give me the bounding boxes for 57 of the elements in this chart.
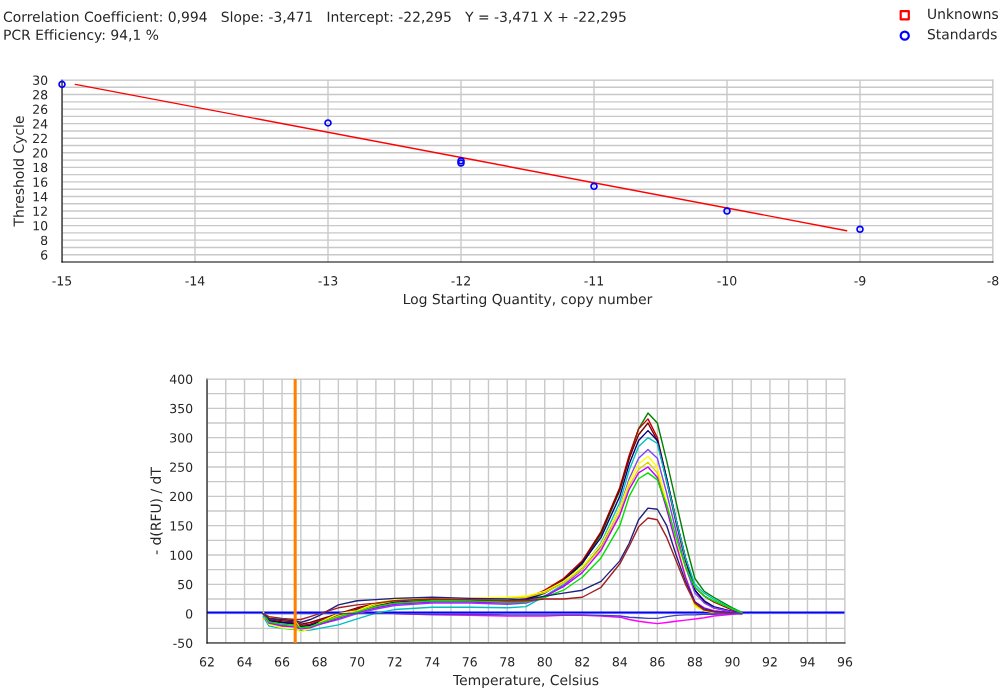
x-axis-title: Temperature, Celsius: [452, 674, 599, 688]
x-tick-label: 72: [387, 657, 402, 667]
x-tick-label: 66: [274, 657, 290, 667]
x-tick-label: 70: [350, 657, 365, 667]
y-tick-label: 50: [178, 579, 193, 590]
y-tick-label: 10: [33, 221, 48, 231]
x-tick-label: 82: [575, 657, 589, 667]
x-tick-label: -11: [584, 276, 604, 286]
chart-title: Correlation Coefficient: 0,994 Slope: -3,471 Intercept: -22,295 Y = -3,471 X + -22,295: [3, 11, 626, 25]
y-tick-label: 14: [33, 192, 48, 202]
y-tick-label: -50: [173, 638, 193, 648]
x-tick-label: 84: [612, 657, 628, 667]
y-tick-label: 22: [33, 133, 47, 143]
y-tick-label: 20: [33, 148, 48, 158]
y-tick-label: 12: [33, 206, 47, 216]
y-tick-label: 18: [33, 162, 48, 173]
y-tick-label: 250: [170, 462, 193, 472]
x-tick-label: 92: [762, 657, 777, 667]
x-tick-label: 78: [500, 657, 515, 667]
y-tick-label: 300: [170, 433, 193, 443]
y-tick-label: 16: [33, 177, 48, 187]
y-tick-label: 8: [41, 235, 48, 246]
x-tick-label: 76: [462, 657, 477, 667]
x-tick-label: -13: [318, 276, 338, 286]
legend-label: Standards: [927, 28, 997, 40]
x-tick-label: 96: [837, 657, 853, 667]
x-tick-label: 80: [537, 657, 552, 667]
x-tick-label: 68: [312, 657, 327, 667]
y-tick-label: 6: [41, 250, 48, 260]
y-axis-title: - d(RFU) / dT: [150, 467, 163, 555]
x-tick-label: -14: [185, 276, 205, 286]
y-axis-title: Threshold Cycle: [13, 116, 27, 227]
x-tick-label: 94: [800, 657, 815, 667]
x-tick-label: 90: [725, 657, 740, 667]
y-tick-label: 100: [170, 550, 193, 560]
x-tick-label: 86: [650, 657, 665, 667]
x-tick-label: -8: [987, 276, 999, 286]
x-axis-title: Log Starting Quantity, copy number: [404, 293, 653, 307]
x-tick-label: 62: [199, 657, 214, 667]
y-tick-label: 0: [185, 609, 193, 619]
y-tick-label: 400: [169, 374, 193, 384]
y-tick-label: 200: [170, 491, 193, 502]
y-tick-label: 26: [33, 104, 48, 115]
x-tick-label: 88: [687, 657, 702, 667]
x-tick-label: -15: [52, 276, 72, 286]
x-tick-label: -9: [854, 276, 866, 286]
y-tick-label: 150: [170, 521, 193, 531]
y-tick-label: 350: [170, 403, 193, 414]
y-tick-label: 28: [33, 90, 48, 100]
legend-label: Unknowns: [928, 8, 998, 20]
y-tick-label: 24: [33, 119, 48, 129]
x-tick-label: 74: [425, 657, 440, 667]
chart-subtitle: PCR Efficiency: 94,1 %: [4, 29, 159, 43]
y-tick-label: 30: [33, 75, 48, 85]
x-tick-label: 64: [237, 657, 252, 667]
x-tick-label: -10: [717, 276, 737, 286]
x-tick-label: -12: [451, 276, 470, 286]
